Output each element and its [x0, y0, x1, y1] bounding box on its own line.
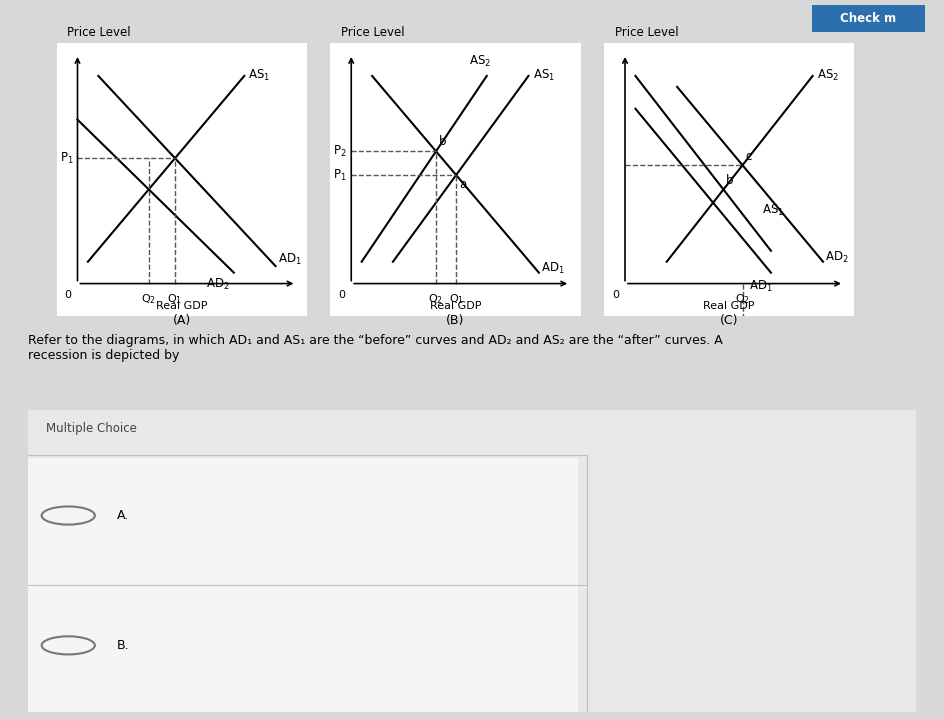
Text: AS$_1$: AS$_1$: [248, 68, 271, 83]
Text: Price Level: Price Level: [67, 26, 130, 39]
Text: Check m: Check m: [840, 12, 897, 25]
Text: 0: 0: [64, 290, 71, 300]
Text: AD$_1$: AD$_1$: [278, 252, 301, 267]
Text: AD$_2$: AD$_2$: [825, 249, 849, 265]
Text: Price Level: Price Level: [615, 26, 678, 39]
Text: P$_1$: P$_1$: [607, 593, 621, 608]
Text: AD$_1$: AD$_1$: [541, 261, 565, 276]
Text: Q$_2$: Q$_2$: [735, 293, 750, 306]
FancyBboxPatch shape: [28, 458, 579, 712]
Text: c: c: [746, 150, 752, 163]
Text: A.: A.: [117, 509, 129, 522]
Text: Real GDP: Real GDP: [156, 301, 208, 311]
Text: P$_1$: P$_1$: [333, 168, 347, 183]
Text: 0: 0: [338, 290, 345, 300]
Text: Q$_1$: Q$_1$: [167, 293, 182, 306]
Text: P$_1$: P$_1$: [59, 151, 74, 166]
Text: AS$_1$: AS$_1$: [762, 203, 784, 218]
Text: Real GDP: Real GDP: [703, 301, 755, 311]
Text: Refer to the diagrams, in which AD₁ and AS₁ are the “before” curves and AD₂ and : Refer to the diagrams, in which AD₁ and …: [28, 334, 723, 362]
Text: Real GDP: Real GDP: [430, 301, 481, 311]
Text: AS$_2$: AS$_2$: [817, 68, 839, 83]
Text: Q$_2$: Q$_2$: [142, 293, 157, 306]
Text: (B): (B): [447, 314, 464, 327]
Text: (C): (C): [720, 314, 738, 327]
Text: B.: B.: [117, 639, 129, 652]
Text: AS$_1$: AS$_1$: [532, 68, 555, 83]
Text: Q$_2$: Q$_2$: [429, 293, 444, 306]
Text: (A): (A): [173, 314, 191, 327]
Text: b: b: [726, 174, 733, 188]
Text: a: a: [460, 178, 466, 191]
Text: P$_2$: P$_2$: [333, 144, 347, 159]
Text: Price Level: Price Level: [341, 26, 404, 39]
Text: b: b: [439, 135, 447, 148]
Text: Q$_1$: Q$_1$: [448, 293, 464, 306]
Text: Multiple Choice: Multiple Choice: [46, 422, 137, 435]
Text: 0: 0: [612, 290, 618, 300]
Text: AD$_2$: AD$_2$: [206, 277, 229, 292]
Text: AD$_1$: AD$_1$: [749, 279, 772, 294]
Text: AS$_2$: AS$_2$: [469, 54, 492, 69]
